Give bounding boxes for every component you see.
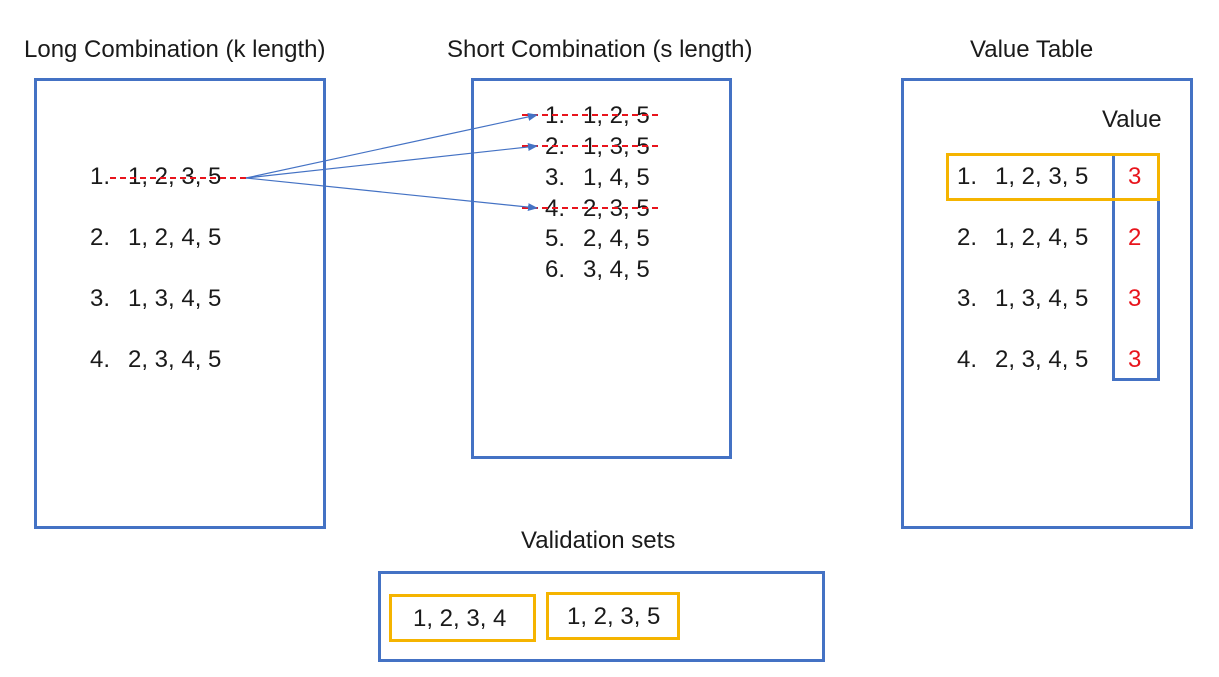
value-table-panel <box>901 78 1193 529</box>
long-item-combo: 2, 3, 4, 5 <box>128 346 222 373</box>
long-combination-panel <box>34 78 326 529</box>
value-table-title: Value Table <box>970 36 1094 63</box>
value-row-combo: 1, 2, 4, 5 <box>995 224 1089 251</box>
value-row-number: 4. <box>957 346 978 373</box>
short-item: 3. 1, 4, 5 <box>545 164 650 192</box>
value-column-header: Value <box>1102 106 1162 133</box>
value-row-number: 1. <box>957 163 978 190</box>
validation-sets-title: Validation sets <box>521 527 676 554</box>
short-item-combo: 2, 4, 5 <box>583 225 650 252</box>
long-item-number: 4. <box>90 346 111 373</box>
value-row-number: 2. <box>957 224 978 251</box>
long-item-combo: 1, 2, 4, 5 <box>128 224 222 251</box>
value-cell: 3 <box>1128 346 1142 373</box>
short-item: 5. 2, 4, 5 <box>545 225 650 253</box>
short-item: 6. 3, 4, 5 <box>545 256 650 284</box>
arrow-connector <box>245 143 538 179</box>
value-row-combo: 2, 3, 4, 5 <box>995 346 1089 373</box>
arrow-connector <box>245 112 538 179</box>
value-row-highlight <box>946 153 1160 201</box>
value-cell: 3 <box>1128 285 1142 312</box>
short-item-combo: 3, 4, 5 <box>583 256 650 283</box>
value-row-combo: 1, 3, 4, 5 <box>995 285 1089 312</box>
validation-sets-panel <box>378 571 825 662</box>
short-combination-title: Short Combination (s length) <box>447 36 753 63</box>
value-row-number: 3. <box>957 285 978 312</box>
short-item-number: 3. <box>545 164 566 191</box>
long-item-number: 3. <box>90 285 111 312</box>
long-item: 2. 1, 2, 4, 5 <box>90 224 221 252</box>
long-item: 3. 1, 3, 4, 5 <box>90 285 221 313</box>
value-table-row: 4. 2, 3, 4, 5 <box>957 346 1088 374</box>
arrow-connector <box>245 177 538 212</box>
value-cell: 2 <box>1128 224 1142 251</box>
long-item: 4. 2, 3, 4, 5 <box>90 346 221 374</box>
long-item: 1. 1, 2, 3, 5 <box>90 163 221 191</box>
short-item-combo: 1, 4, 5 <box>583 164 650 191</box>
validation-set-label: 1, 2, 3, 5 <box>567 603 661 630</box>
long-item-combo: 1, 3, 4, 5 <box>128 285 222 312</box>
validation-set-label: 1, 2, 3, 4 <box>413 605 507 632</box>
validation-set-box <box>546 592 680 640</box>
value-table-row: 1. 1, 2, 3, 5 <box>957 163 1088 191</box>
value-cell: 3 <box>1128 163 1142 190</box>
short-item-number: 6. <box>545 256 566 283</box>
long-item-number: 2. <box>90 224 111 251</box>
value-row-combo: 1, 2, 3, 5 <box>995 163 1089 190</box>
short-combination-panel <box>471 78 732 459</box>
long-combination-title: Long Combination (k length) <box>24 36 326 63</box>
long-item-number: 1. <box>90 163 111 190</box>
long-item-combo: 1, 2, 3, 5 <box>128 163 222 190</box>
value-table-row: 3. 1, 3, 4, 5 <box>957 285 1088 313</box>
short-item-number: 5. <box>545 225 566 252</box>
validation-set-box <box>389 594 536 642</box>
value-table-row: 2. 1, 2, 4, 5 <box>957 224 1088 252</box>
